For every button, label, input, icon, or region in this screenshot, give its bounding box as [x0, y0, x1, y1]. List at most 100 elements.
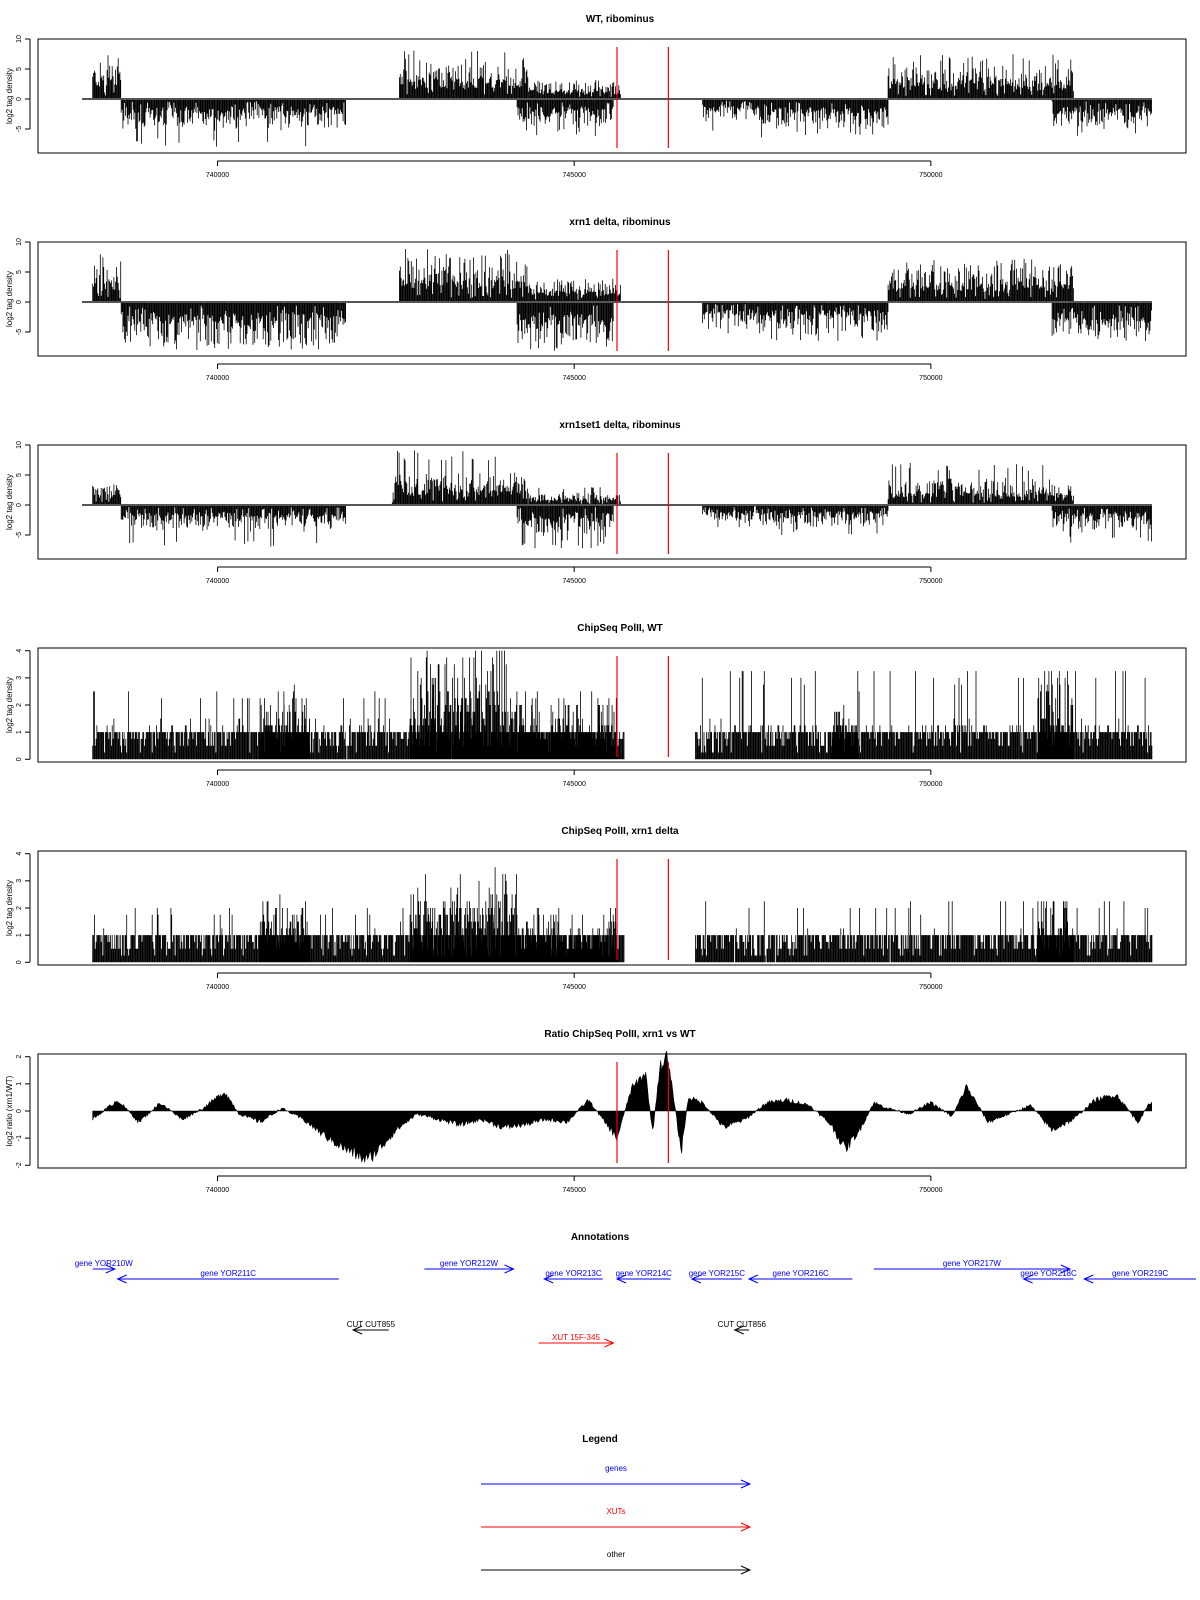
annotation-arrow-head: [690, 1274, 702, 1284]
annotation-feature[interactable]: gene YOR219C: [1082, 1269, 1196, 1284]
y-tick-label: 10: [16, 238, 23, 246]
annotation-arrow-head: [747, 1274, 759, 1284]
x-tick-label: 740000: [206, 578, 229, 585]
x-tick-label: 750000: [919, 984, 942, 991]
y-tick-label: 3: [16, 676, 23, 680]
y-axis-label: log2 tag density: [5, 474, 14, 530]
annotation-arrow-head: [733, 1325, 744, 1335]
annotation-arrow-head: [504, 1264, 515, 1274]
annotation-feature[interactable]: gene YOR216C: [747, 1269, 853, 1284]
panel-title: ChipSeq PolII, WT: [577, 623, 663, 634]
y-tick-label: -2: [16, 1162, 23, 1168]
y-axis: -5 0 5 10: [16, 441, 31, 538]
panel-title: xrn1set1 delta, ribominus: [559, 420, 681, 431]
y-tick-label: 1: [16, 933, 23, 937]
x-tick-label: 740000: [206, 375, 229, 382]
panel-frame: [37, 850, 1187, 966]
x-tick-label: 740000: [206, 1187, 229, 1194]
annotation-feature[interactable]: gene YOR211C: [116, 1269, 339, 1284]
annotation-label: CUT CUT856: [718, 1320, 767, 1329]
y-tick-label: 0: [16, 960, 23, 964]
annotation-feature[interactable]: gene YOR214C: [615, 1269, 673, 1284]
x-tick-label: 750000: [919, 578, 942, 585]
annotation-arrow-head: [1060, 1264, 1072, 1274]
y-tick-label: 5: [16, 67, 23, 71]
x-axis: 740000 745000 750000: [206, 566, 943, 585]
annotation-feature[interactable]: XUT 15F-345: [538, 1333, 615, 1348]
y-tick-label: -5: [16, 329, 23, 335]
x-tick-label: 740000: [206, 781, 229, 788]
data-marks: [92, 867, 1153, 963]
annotation-label: gene YOR213C: [545, 1269, 602, 1278]
panel-title: ChipSeq PolII, xrn1 delta: [561, 826, 679, 837]
annotation-label: gene YOR211C: [200, 1269, 256, 1278]
track-panel-5: ChipSeq PolII, xrn1 delta log2 tag densit…: [5, 826, 1187, 991]
legend-arrow-head: [740, 1479, 752, 1489]
annotation-feature[interactable]: gene YOR217W: [873, 1259, 1072, 1274]
panel-title: xrn1 delta, ribominus: [569, 217, 671, 228]
track-panel-6: Ratio ChipSeq PolII, xrn1 vs WT log2 rati…: [5, 1029, 1187, 1194]
x-tick-label: 745000: [563, 984, 586, 991]
y-tick-label: 2: [16, 1055, 23, 1059]
y-axis: -5 0 5 10: [16, 238, 31, 335]
annotation-feature[interactable]: gene YOR213C: [543, 1269, 603, 1284]
y-tick-label: -5: [16, 532, 23, 538]
y-tick-label: 10: [16, 35, 23, 43]
annotation-arrow-head: [105, 1264, 117, 1274]
annotation-feature[interactable]: CUT CUT855: [347, 1320, 396, 1335]
annotation-label: gene YOR219C: [1112, 1269, 1169, 1278]
annotation-arrow-head: [116, 1274, 127, 1284]
y-tick-label: 0: [16, 503, 23, 507]
data-marks: [92, 650, 1153, 760]
data-marks: [92, 1050, 1152, 1163]
legend-entries: genes XUTs other: [481, 1464, 752, 1575]
panel-frame: [37, 38, 1187, 154]
annotation-arrow-head: [604, 1338, 615, 1348]
annotation-feature[interactable]: CUT CUT856: [718, 1320, 767, 1335]
y-axis: 0 1 2 3 4: [16, 649, 31, 761]
legend-entry: XUTs: [481, 1507, 752, 1532]
annotation-features: gene YOR210W gene YOR211C gene YOR212W gene…: [75, 1259, 1196, 1348]
panel-title: Ratio ChipSeq PolII, xrn1 vs WT: [544, 1029, 695, 1040]
annotation-label: gene YOR215C: [689, 1269, 746, 1278]
annotation-label: gene YOR214C: [616, 1269, 673, 1278]
density-bars: [92, 650, 1153, 760]
track-panel-2: xrn1 delta, ribominus log2 tag density-5 0…: [5, 217, 1187, 382]
y-tick-label: 0: [16, 757, 23, 761]
x-axis: 740000 745000 750000: [206, 769, 943, 788]
x-tick-label: 740000: [206, 984, 229, 991]
y-tick-label: -1: [16, 1135, 23, 1141]
legend-entry: genes: [481, 1464, 752, 1489]
x-tick-label: 745000: [563, 375, 586, 382]
annotation-label: gene YOR210W: [75, 1259, 134, 1268]
density-bars: [92, 249, 1152, 351]
annotation-arrow-head: [543, 1274, 554, 1284]
annotation-feature[interactable]: gene YOR215C: [689, 1269, 746, 1284]
annotation-feature[interactable]: gene YOR218C: [1020, 1269, 1077, 1284]
y-tick-label: 0: [16, 1109, 23, 1113]
y-tick-label: -5: [16, 126, 23, 132]
legend-entry: other: [481, 1550, 752, 1575]
ratio-area: [92, 1050, 1152, 1163]
y-axis-label: log2 tag density: [5, 271, 14, 327]
x-tick-label: 740000: [206, 172, 229, 179]
legend: Legend genes XUTs other: [481, 1434, 752, 1575]
x-axis: 740000 745000 750000: [206, 160, 943, 179]
annotation-feature[interactable]: gene YOR212W: [424, 1259, 515, 1274]
annotation-label: gene YOR217W: [943, 1259, 1002, 1268]
y-tick-label: 5: [16, 270, 23, 274]
annotation-feature[interactable]: gene YOR210W: [75, 1259, 134, 1274]
legend-arrow-head: [740, 1565, 752, 1575]
annotation-arrow-head: [615, 1274, 627, 1284]
annotation-arrow-head: [351, 1325, 363, 1335]
x-axis: 740000 745000 750000: [206, 972, 943, 991]
legend-arrow-head: [740, 1522, 752, 1532]
y-axis-label: log2 tag density: [5, 880, 14, 936]
panel-frame: [37, 241, 1187, 357]
annotation-arrow-head: [1082, 1274, 1094, 1284]
y-tick-label: 4: [16, 852, 23, 856]
x-axis: 740000 745000 750000: [206, 363, 943, 382]
y-tick-label: 4: [16, 649, 23, 653]
y-axis: -5 0 5 10: [16, 35, 31, 132]
y-tick-label: 0: [16, 300, 23, 304]
